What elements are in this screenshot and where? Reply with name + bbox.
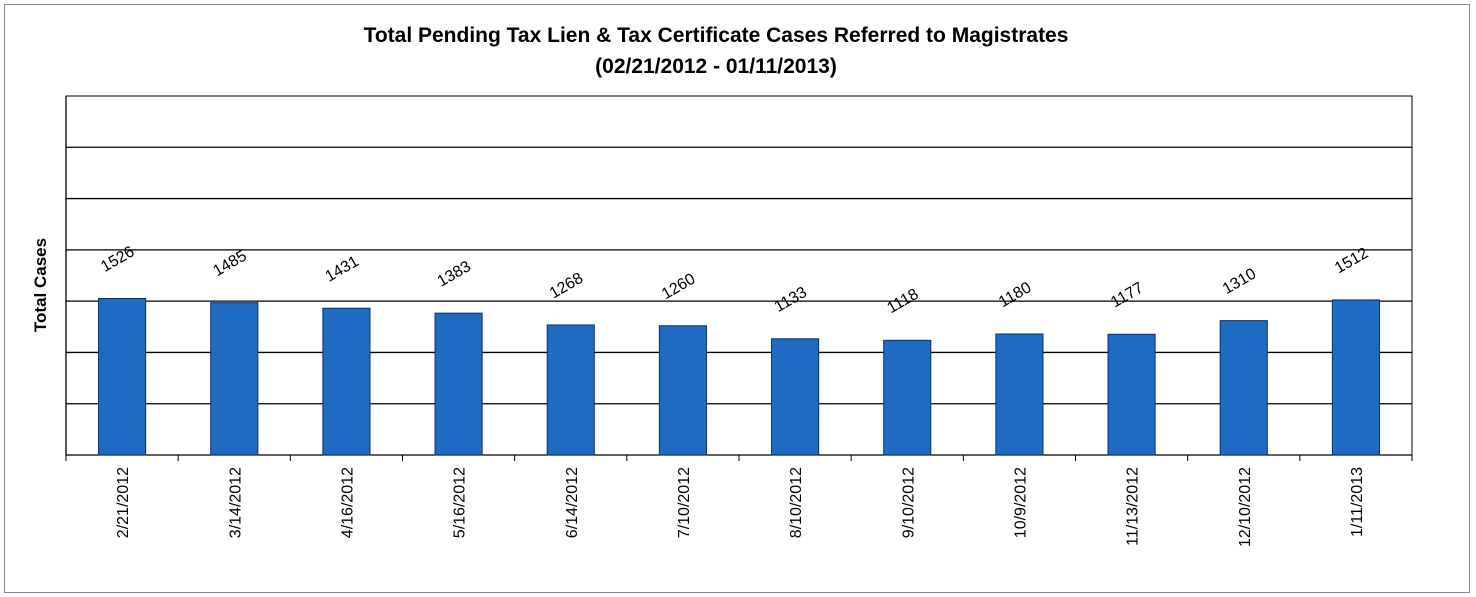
data-label: 1383 (435, 258, 474, 291)
data-label: 1310 (1220, 265, 1259, 298)
data-label: 1118 (884, 286, 921, 317)
x-tick-label: 2/21/2012 (115, 467, 132, 538)
x-tick-label: 7/10/2012 (676, 467, 693, 538)
x-tick-label: 3/14/2012 (227, 467, 244, 538)
x-tick-label: 8/10/2012 (788, 467, 805, 538)
bar (658, 325, 707, 456)
x-tick-label: 4/16/2012 (339, 467, 356, 538)
x-tick-label: 1/11/2013 (1349, 467, 1366, 537)
chart-frame (4, 4, 1470, 593)
data-label: 1133 (772, 284, 810, 316)
x-tick-label: 12/10/2012 (1237, 467, 1254, 547)
x-tick-label: 9/10/2012 (900, 467, 917, 538)
bar (883, 339, 932, 456)
chart-subtitle: (02/21/2012 - 01/11/2013) (595, 55, 837, 78)
bar (322, 307, 371, 456)
data-label: 1180 (996, 279, 1034, 311)
y-axis-label: Total Cases (31, 238, 50, 332)
bar (995, 333, 1044, 456)
bar (1219, 320, 1268, 456)
data-label: 1431 (323, 253, 362, 286)
bar (1107, 333, 1156, 456)
bar (546, 324, 595, 456)
x-tick-label: 5/16/2012 (452, 467, 469, 538)
x-tick-label: 6/14/2012 (564, 467, 581, 538)
bar (210, 302, 259, 456)
x-tick-label: 11/13/2012 (1125, 467, 1142, 546)
data-label: 1526 (98, 243, 137, 276)
data-label: 1485 (210, 247, 249, 280)
chart-title: Total Pending Tax Lien & Tax Certificate… (364, 24, 1069, 47)
bar (434, 312, 483, 456)
plot-border (65, 95, 1413, 456)
data-label: 1260 (659, 271, 698, 304)
data-label: 1268 (547, 270, 586, 303)
bar (1331, 299, 1380, 456)
x-tick-label: 10/9/2012 (1012, 467, 1029, 538)
plot-area: 1526 2/21/2012 1485 3/14/2012 1431 4/16/2012 1… (65, 95, 1413, 547)
bar (98, 297, 147, 456)
bar (771, 338, 820, 456)
data-label: 1177 (1108, 279, 1146, 311)
